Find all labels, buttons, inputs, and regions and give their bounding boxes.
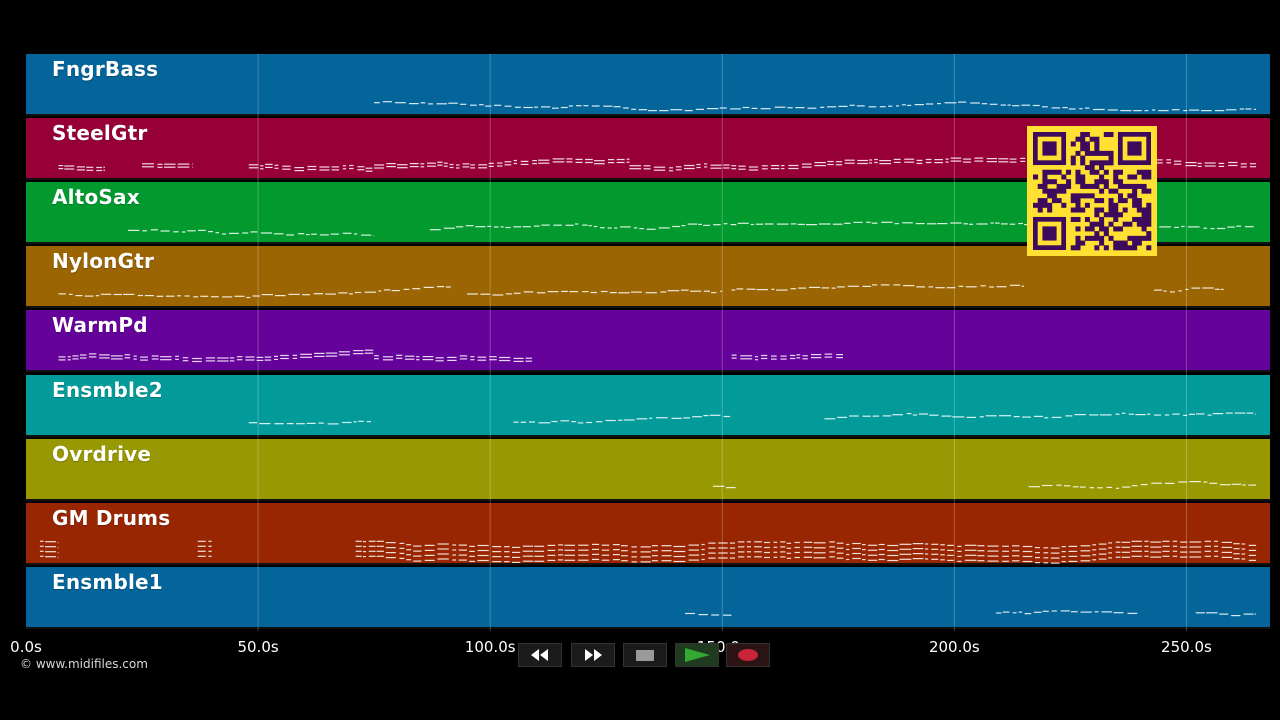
- time-tick-label: 100.0s: [464, 638, 516, 656]
- record-button[interactable]: [726, 643, 770, 667]
- time-tick-label: 0.0s: [10, 638, 42, 656]
- qr-code-icon: [1027, 126, 1157, 256]
- track-lane: GM Drums: [26, 502, 1270, 565]
- track-name: SteelGtr: [52, 121, 148, 146]
- fast-forward-icon: [585, 649, 602, 661]
- track-lane: WarmPd: [26, 310, 1270, 373]
- track-name: FngrBass: [52, 57, 159, 81]
- time-tick-label: 200.0s: [928, 638, 980, 656]
- track-name: NylonGtr: [52, 249, 155, 274]
- record-icon: [738, 649, 758, 661]
- fast-forward-button[interactable]: [571, 643, 615, 667]
- time-tick-label: 50.0s: [237, 638, 279, 656]
- track-lane: FngrBass: [26, 54, 1270, 116]
- time-tick-label: 250.0s: [1161, 638, 1212, 656]
- rewind-icon: [531, 649, 548, 661]
- track-name: Ovrdrive: [52, 441, 152, 466]
- track-name: WarmPd: [52, 313, 148, 338]
- copyright-text: © www.midifiles.com: [20, 657, 148, 671]
- track-lane: NylonGtr: [26, 246, 1270, 309]
- transport-controls: [512, 641, 770, 669]
- play-icon: [685, 648, 710, 662]
- track-lane: Ovrdrive: [26, 438, 1270, 501]
- rewind-button[interactable]: [518, 643, 562, 667]
- track-name: Ensmble2: [52, 377, 163, 402]
- track-lane: Ensmble2: [26, 374, 1270, 437]
- play-button[interactable]: [675, 643, 719, 667]
- piano-roll: FngrBass SteelGtr AltoSax NylonGtr WarmPd Ens…: [26, 54, 1270, 631]
- stop-button[interactable]: [623, 643, 667, 667]
- stop-icon: [636, 650, 654, 661]
- track-lane: Ensmble1: [26, 566, 1270, 629]
- track-name: GM Drums: [52, 505, 171, 530]
- track-name: AltoSax: [52, 185, 140, 210]
- track-name: Ensmble1: [52, 569, 163, 594]
